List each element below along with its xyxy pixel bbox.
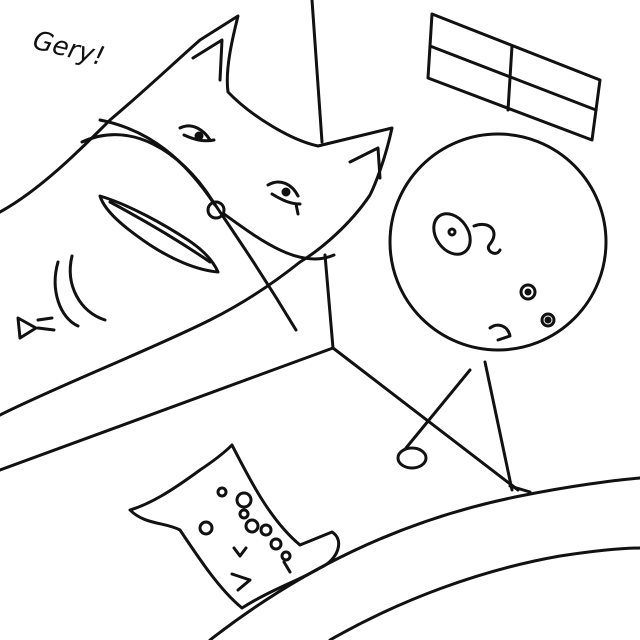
cat-paw-marks xyxy=(16,316,38,340)
wall-corner-line-lower xyxy=(323,253,335,350)
stick-figure-arm xyxy=(404,368,472,450)
cat-ear-left xyxy=(191,38,224,82)
stick-figure-body xyxy=(483,360,514,492)
cat-cheek-marks xyxy=(53,260,80,328)
cat-ear-right xyxy=(348,146,382,180)
wall-corner-line xyxy=(310,0,324,144)
room-walls xyxy=(0,0,520,492)
stick-figure-mouth xyxy=(488,323,512,342)
cat-nose xyxy=(206,200,226,220)
cat-face-curve xyxy=(80,133,298,332)
stick-figure-head xyxy=(388,132,608,352)
floor-scroll xyxy=(128,443,341,610)
foreground-couch xyxy=(208,476,640,640)
floor-line-right xyxy=(331,346,520,492)
cat-eye-right xyxy=(266,180,302,216)
floor-line-left xyxy=(0,346,335,472)
stick-figure-foot xyxy=(508,484,532,494)
stick-figure-hand xyxy=(396,446,428,470)
stick-figure xyxy=(388,132,608,494)
cat-name-caption: Gery! xyxy=(30,26,108,73)
cat-mouth xyxy=(98,194,220,274)
wall-window xyxy=(426,12,602,142)
cat-whiskers xyxy=(222,212,336,261)
cat-eye-left xyxy=(178,124,216,143)
stick-figure-eye-right xyxy=(540,312,556,328)
cat-stripe xyxy=(98,118,217,207)
cat-figure xyxy=(0,14,394,417)
stick-figure-bandage xyxy=(432,212,502,256)
cat-outline xyxy=(0,14,394,417)
stick-figure-eye-left xyxy=(519,283,537,301)
scroll-outline xyxy=(128,443,341,610)
